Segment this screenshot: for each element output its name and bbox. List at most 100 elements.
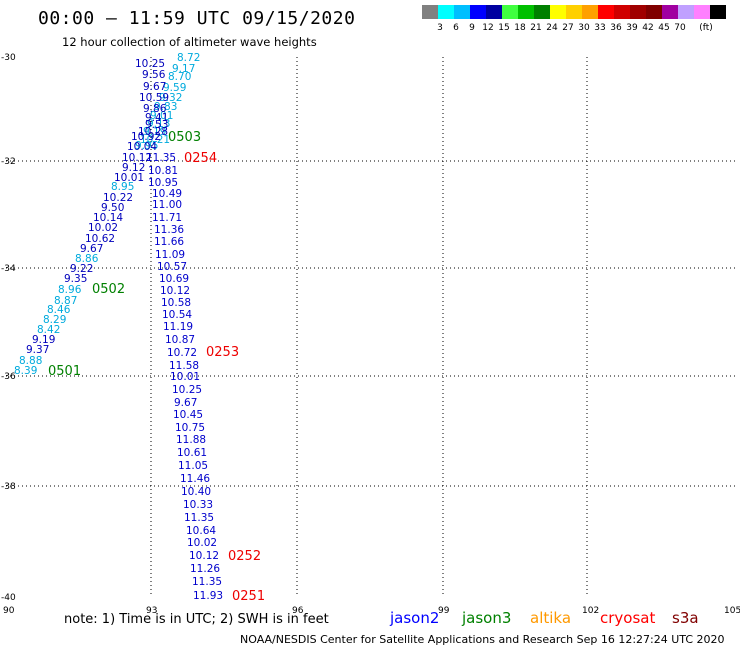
legend-swatch: [614, 5, 630, 19]
swh-point: 8.72: [177, 52, 200, 64]
satellite-jason2: jason2: [390, 609, 440, 627]
swh-point: 11.19: [163, 321, 193, 333]
track-points: 8.729.178.709.599.329.839.019.139.1910.2…: [14, 52, 223, 602]
legend-swatch: [470, 5, 486, 19]
swh-point: 11.88: [176, 434, 206, 446]
legend-label: 42: [642, 23, 654, 33]
swh-point: 11.66: [154, 236, 184, 248]
legend-swatch: [518, 5, 534, 19]
swh-point: 10.25: [172, 384, 202, 396]
swh-point: 11.00: [152, 199, 182, 211]
swh-point: 11.35: [192, 576, 222, 588]
swh-point: 10.01: [114, 172, 144, 184]
swh-point: 9.17: [172, 63, 195, 75]
swh-point: 8.86: [75, 253, 99, 265]
swh-point: 8.87: [54, 295, 77, 307]
time-label: 0254: [184, 151, 217, 166]
swh-point: 8.39: [14, 365, 37, 377]
lat-label: -36: [1, 372, 16, 382]
swh-point: 10.72: [167, 347, 197, 359]
swh-point: 11.09: [155, 249, 185, 261]
time-label: 0253: [206, 345, 239, 360]
legend-label: 36: [610, 23, 622, 33]
swh-point: 9.56: [142, 69, 166, 81]
swh-point: 10.04: [127, 141, 157, 153]
lon-label: 99: [438, 606, 450, 616]
swh-point: 8.46: [47, 304, 71, 316]
legend-swatch: [534, 5, 550, 19]
legend-label: 70: [674, 23, 686, 33]
swh-point: 10.61: [177, 447, 207, 459]
legend-label: 33: [594, 23, 606, 33]
legend-swatch: [454, 5, 470, 19]
swh-point: 10.14: [93, 212, 123, 224]
lat-label: -30: [1, 53, 16, 63]
legend-swatch: [630, 5, 646, 19]
credit-line: NOAA/NESDIS Center for Satellite Applica…: [240, 633, 725, 646]
legend-label: 18: [514, 23, 526, 33]
swh-point: 11.58: [169, 360, 199, 372]
swh-point: 9.19: [32, 334, 55, 346]
swh-point: 10.75: [175, 422, 205, 434]
swh-point: 10.12: [189, 550, 219, 562]
legend-swatch: [550, 5, 566, 19]
legend-swatch: [582, 5, 598, 19]
time-label: 0252: [228, 549, 261, 564]
axis-labels: -30 -32 -34 -36 -38 -40 90 93 96 99 102 105: [1, 53, 740, 616]
swh-point: 10.22: [103, 192, 133, 204]
lon-label: 105: [724, 606, 740, 616]
time-labels: 0503 0254 0502 0253 0501 0252 0251: [48, 130, 265, 604]
swh-point: 10.62: [85, 233, 115, 245]
legend-label: 39: [626, 23, 638, 33]
swh-point: 10.02: [187, 537, 217, 549]
legend-swatch: [566, 5, 582, 19]
footer-note: note: 1) Time is in UTC; 2) SWH is in fe…: [64, 612, 329, 627]
swh-point: 10.28: [138, 126, 168, 138]
swh-point: 10.25: [135, 58, 165, 70]
legend-swatch: [694, 5, 710, 19]
swh-point: 9.12: [122, 162, 145, 174]
swh-point: 10.45: [173, 409, 203, 421]
legend-label: 3: [437, 23, 443, 33]
page-subtitle: 12 hour collection of altimeter wave hei…: [62, 35, 317, 49]
swh-point: 10.95: [148, 177, 178, 189]
swh-point: 10.12: [160, 285, 190, 297]
satellite-altika: altika: [530, 609, 572, 627]
swh-point: 10.58: [161, 297, 191, 309]
swh-point: 9.19: [143, 126, 166, 138]
lat-label: -40: [1, 593, 16, 603]
time-label: 0502: [92, 282, 125, 297]
swh-point: 10.01: [170, 371, 200, 383]
swh-point: 10.81: [148, 165, 178, 177]
legend-label: 45: [658, 23, 670, 33]
swh-point: 9.50: [101, 202, 124, 214]
swh-point: 9.95: [135, 140, 158, 152]
swh-point: 11.35: [146, 152, 176, 164]
swh-point: 8.42: [37, 324, 60, 336]
legend-swatch: [422, 5, 438, 19]
swh-point: 9.41: [145, 112, 168, 124]
swh-point: 10.12: [122, 152, 152, 164]
legend-label: 12: [482, 23, 494, 33]
lon-label: 96: [292, 606, 304, 616]
swh-point: 8.96: [58, 284, 82, 296]
swh-point: 10.64: [186, 525, 216, 537]
swh-point: 9.13: [147, 118, 170, 130]
legend-label: 24: [546, 23, 558, 33]
swh-point: 9.01: [150, 110, 173, 122]
swh-point: 10.92: [131, 131, 161, 143]
legend-label: 9: [469, 23, 475, 33]
legend-label: (ft): [699, 23, 713, 33]
swh-point: 9.67: [80, 243, 103, 255]
swh-point: 10.49: [152, 188, 182, 200]
swh-point: 11.46: [180, 473, 210, 485]
lat-label: -34: [1, 264, 16, 274]
swh-point: 9.86: [143, 103, 167, 115]
swh-point: 11.71: [152, 212, 182, 224]
swh-point: 10.33: [183, 499, 213, 511]
lon-label: 93: [146, 606, 157, 616]
legend-label: 21: [530, 23, 542, 33]
satellite-jason3: jason3: [462, 609, 512, 627]
swh-point: 11.93: [193, 590, 223, 602]
